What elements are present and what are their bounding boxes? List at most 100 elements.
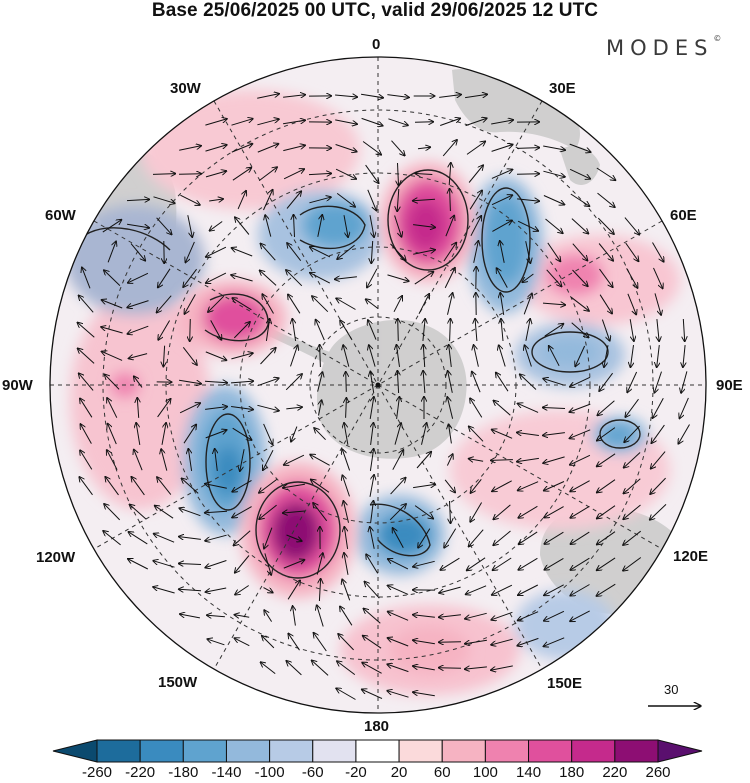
- wind-arrow: [441, 557, 460, 570]
- wind-arrow: [344, 553, 349, 575]
- colorbar-max-extend: [657, 739, 703, 763]
- wind-arrow: [320, 345, 321, 368]
- wind-arrow: [182, 479, 199, 494]
- wind-arrow: [570, 610, 590, 621]
- colorbar-tick-label: 20: [390, 764, 408, 781]
- wind-arrow: [240, 449, 245, 471]
- wind-arrow: [205, 484, 227, 489]
- wind-arrow: [263, 587, 273, 593]
- wind-arrow: [231, 275, 253, 282]
- wind-arrow: [232, 427, 252, 440]
- wind-arrow: [311, 480, 330, 493]
- wind-arrow: [179, 537, 201, 540]
- wind-arrow: [260, 271, 277, 286]
- wind-arrow: [371, 240, 372, 263]
- wind-arrow: [423, 319, 425, 341]
- wind-arrow: [465, 612, 487, 618]
- wind-arrow: [313, 503, 328, 522]
- wind-arrow: [523, 273, 534, 282]
- wind-arrow: [283, 560, 304, 569]
- wind-arrow: [319, 401, 322, 416]
- wind-arrow: [597, 505, 616, 519]
- wind-arrow: [258, 167, 277, 182]
- wind-arrow: [447, 397, 454, 419]
- wind-arrow: [683, 345, 685, 367]
- wind-arrow: [450, 500, 451, 523]
- wind-arrow: [626, 268, 638, 287]
- wind-arrow: [362, 141, 381, 155]
- wind-arrow: [571, 505, 590, 517]
- wind-arrow: [492, 584, 513, 595]
- wind-arrow: [263, 449, 274, 470]
- colorbar-swatch: [528, 739, 573, 763]
- wind-arrow: [545, 557, 564, 569]
- wind-arrow: [413, 484, 435, 489]
- wind-arrow: [206, 246, 227, 257]
- colorbar-tick-label: -100: [254, 764, 285, 781]
- wind-arrow: [235, 585, 249, 595]
- colorbar-tick-label: 100: [472, 764, 498, 781]
- wind-arrow: [82, 268, 91, 289]
- wind-arrow: [450, 189, 451, 212]
- wind-arrow: [157, 399, 171, 418]
- colorbar-tick-label: -60: [301, 764, 324, 781]
- wind-arrow: [346, 398, 347, 418]
- wind-arrow: [257, 94, 279, 99]
- wind-arrow: [102, 220, 121, 233]
- map-border: [49, 56, 707, 714]
- wind-arrow: [259, 478, 278, 492]
- colorbar-swatch: [571, 739, 616, 763]
- wind-arrow: [473, 241, 479, 263]
- wind-arrow: [208, 295, 225, 312]
- wind-arrow: [544, 584, 564, 595]
- wind-arrow: [127, 223, 149, 228]
- wind-arrow: [679, 424, 690, 444]
- new-zealand: [595, 517, 640, 556]
- wind-arrow: [346, 372, 347, 392]
- wind-arrow: [444, 479, 455, 492]
- wind-arrow: [263, 295, 274, 314]
- wind-arrow: [210, 320, 222, 339]
- wind-arrow: [439, 586, 461, 593]
- wind-arrow: [231, 353, 252, 360]
- south-pole-marker: [375, 382, 381, 388]
- wind-arrow: [283, 511, 306, 513]
- wind-arrow: [261, 244, 276, 261]
- colorbar-swatch: [96, 739, 141, 763]
- wind-arrow: [413, 692, 435, 697]
- wind-arrow: [206, 560, 227, 568]
- wind-arrow: [292, 319, 297, 341]
- wind-arrow: [370, 527, 375, 549]
- wind-arrow: [625, 242, 639, 261]
- wind-arrow: [370, 372, 373, 393]
- core-neg-1b: [214, 446, 242, 494]
- wind-arrow: [416, 174, 433, 175]
- lon-label-180: 180: [364, 718, 390, 735]
- wind-arrow: [286, 270, 303, 287]
- lon-label-120w: 120W: [36, 549, 76, 566]
- wind-arrow: [205, 351, 226, 360]
- wind-arrow: [134, 377, 143, 388]
- wind-arrow: [368, 320, 377, 340]
- wind-arrow: [570, 296, 588, 310]
- wind-arrow: [398, 162, 399, 185]
- wind-arrow: [520, 375, 537, 390]
- wind-arrow: [161, 449, 168, 471]
- wind-arrow: [335, 277, 357, 279]
- wind-arrow: [465, 639, 487, 643]
- wind-arrow: [260, 348, 276, 365]
- wind-arrow: [549, 346, 560, 367]
- wind-arrow: [683, 318, 684, 341]
- wind-arrow: [343, 215, 348, 237]
- wind-arrow: [362, 690, 383, 699]
- wind-arrow: [319, 579, 320, 602]
- wind-arrow: [491, 145, 513, 152]
- wind-arrow: [439, 615, 461, 617]
- map-title: Base 25/06/2025 00 UTC, valid 29/06/2025…: [151, 0, 599, 21]
- wind-arrow: [205, 145, 227, 152]
- wind-arrow: [470, 399, 483, 418]
- wind-arrow: [445, 216, 454, 237]
- core-pos-1c: [406, 199, 446, 251]
- wind-arrow: [107, 450, 118, 470]
- wind-arrow: [293, 606, 296, 626]
